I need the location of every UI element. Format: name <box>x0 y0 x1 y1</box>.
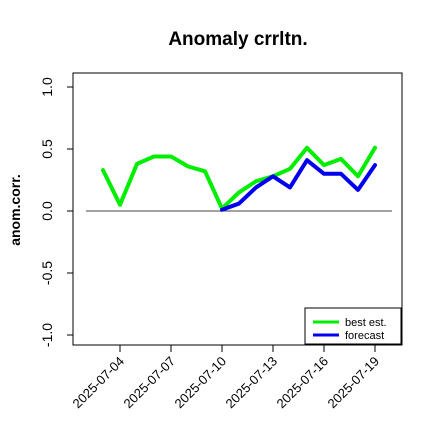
x-tick-label: 2025-07-16 <box>273 354 331 412</box>
x-axis: 2025-07-042025-07-072025-07-102025-07-13… <box>69 345 382 411</box>
x-tick-label: 2025-07-07 <box>120 354 178 412</box>
y-tick-label: -0.5 <box>39 261 55 285</box>
series-line-forecast <box>220 158 377 212</box>
y-tick-label: 0.5 <box>39 139 55 159</box>
y-tick-label: 0.0 <box>39 201 55 221</box>
legend-box <box>304 307 402 345</box>
plot-frame <box>72 72 403 346</box>
x-tick-label: 2025-07-13 <box>222 354 280 412</box>
chart-title: Anomaly crrltn. <box>168 29 307 50</box>
series-line-best-est <box>101 145 377 211</box>
y-axis: -1.0 -0.5 0.0 0.5 1.0 <box>39 77 73 347</box>
y-tick-label: 1.0 <box>39 77 55 97</box>
x-tick-label: 2025-07-19 <box>324 354 382 412</box>
y-tick-label: -1.0 <box>39 323 55 347</box>
legend: best est. forecast <box>304 307 402 345</box>
series-layer <box>101 145 377 212</box>
x-tick-label: 2025-07-10 <box>171 354 229 412</box>
y-axis-label: anom.corr. <box>7 174 23 246</box>
legend-label-forecast: forecast <box>345 330 384 342</box>
x-tick-label: 2025-07-04 <box>69 354 127 412</box>
legend-label-best-est: best est. <box>345 317 387 329</box>
